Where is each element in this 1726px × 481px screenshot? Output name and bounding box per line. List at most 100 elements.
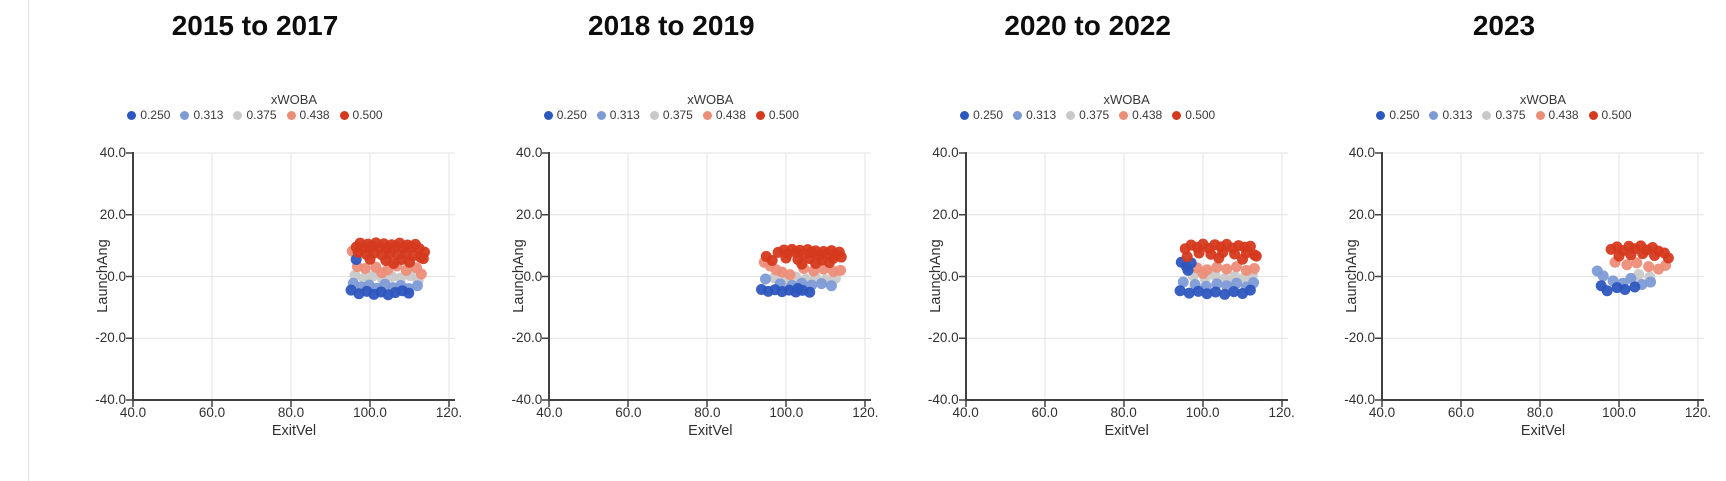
plot-svg (1375, 152, 1704, 407)
legend-item: 0.438 (1535, 108, 1579, 122)
legend-title: xWOBA (1103, 92, 1150, 107)
y-tick-label: -20.0 (1344, 330, 1375, 346)
scatter-point (367, 270, 379, 282)
y-tick-label: 20.0 (99, 206, 126, 222)
scatter-point (419, 246, 431, 258)
legend-title: xWOBA (1519, 92, 1567, 107)
scatter-point (1193, 247, 1205, 259)
x-tick-label: 120. (852, 405, 879, 420)
y-tick-label: 40.0 (516, 145, 543, 160)
scatter-point (780, 252, 792, 264)
y-tick-label: 0.0 (939, 268, 959, 284)
legend-item: 0.313 (1013, 108, 1056, 122)
x-tick-label: 60.0 (615, 405, 642, 420)
x-tick-label: 120. (1268, 405, 1295, 420)
legend: 0.250 0.313 0.375 0.438 0.500 (444, 108, 898, 122)
legend-swatch-icon (1429, 110, 1439, 120)
x-tick-label: 40.0 (536, 405, 563, 420)
legend-item: 0.438 (286, 108, 330, 122)
scatter-point (767, 254, 779, 266)
x-tick-label: 60.0 (198, 405, 226, 420)
legend-swatch-icon (649, 110, 659, 120)
scatter-point (1227, 286, 1239, 298)
legend-label: 0.250 (140, 108, 171, 122)
chart-title: 2015 to 2017 (171, 10, 339, 41)
scatter-point (388, 258, 400, 270)
legend-label: 0.438 (299, 108, 330, 122)
legend-item: 0.375 (649, 108, 693, 122)
legend-label: 0.313 (1442, 108, 1473, 122)
plot-svg (126, 152, 455, 407)
x-tick-label: 40.0 (1368, 405, 1396, 420)
scatter-point (1244, 284, 1256, 296)
scatter-point (1619, 283, 1631, 295)
scatter-point (1174, 285, 1186, 297)
legend-label: 0.500 (352, 108, 383, 122)
scatter-point (404, 256, 415, 268)
scatter-point (1631, 257, 1643, 269)
legend-swatch-icon (1119, 110, 1129, 120)
legend-item: 0.250 (1376, 108, 1419, 122)
legend-item: 0.375 (233, 108, 277, 122)
legend-item: 0.500 (1588, 108, 1632, 122)
scatter-point (1621, 259, 1633, 271)
legend-item: 0.500 (1172, 108, 1215, 122)
plot-svg (958, 152, 1288, 407)
legend-label: 0.438 (1548, 108, 1579, 122)
scatter-point (1197, 267, 1209, 279)
scatter-point (1250, 250, 1262, 262)
y-tick-label: 0.0 (523, 268, 543, 284)
legend-label: 0.438 (1132, 108, 1163, 122)
legend-swatch-icon (1482, 110, 1492, 120)
scatter-panel: 2015 to 2017 xWOBA 0.250 0.313 0.375 0.438 0.5… (28, 0, 482, 481)
scatter-point (1613, 250, 1625, 262)
legend-item: 0.250 (127, 108, 170, 122)
legend-swatch-icon (180, 110, 190, 120)
y-tick-label: 40.0 (1348, 145, 1375, 160)
x-tick-label: 120. (1684, 405, 1712, 420)
y-tick-label: -40.0 (95, 392, 126, 407)
scatter-point (1201, 288, 1213, 300)
legend-swatch-icon (543, 110, 553, 120)
scatter-point (810, 258, 822, 270)
legend-label: 0.500 (1185, 108, 1216, 122)
x-tick-label: 100.0 (769, 405, 804, 420)
legend-label: 0.313 (609, 108, 640, 122)
legend-swatch-icon (1172, 110, 1182, 120)
scatter-point (1220, 263, 1232, 275)
legend-swatch-icon (702, 110, 712, 120)
x-tick-label: 100.0 (1602, 405, 1636, 420)
sheet-left-border (28, 0, 29, 481)
scatter-point (376, 267, 388, 279)
scatter-point (835, 264, 847, 276)
scatter-point (796, 258, 808, 270)
scatter-point (403, 287, 415, 299)
x-tick-label: 40.0 (952, 405, 979, 420)
scatter-point (1218, 288, 1230, 300)
y-tick-label: 20.0 (1348, 206, 1375, 222)
x-tick-label: 60.0 (1031, 405, 1058, 420)
legend-swatch-icon (127, 110, 137, 120)
scatter-point (1248, 262, 1260, 274)
legend-label: 0.500 (1601, 108, 1632, 122)
x-axis-title: ExitVel (688, 423, 733, 439)
x-tick-label: 80.0 (1526, 405, 1554, 420)
legend-label: 0.375 (246, 108, 277, 122)
chart-title: 2018 to 2019 (588, 10, 755, 41)
legend-item: 0.375 (1482, 108, 1526, 122)
scatter-point (1236, 253, 1248, 265)
scatter-point (1601, 285, 1613, 297)
legend-label: 0.313 (1026, 108, 1057, 122)
scatter-point (826, 280, 838, 292)
scatter-point (1177, 276, 1189, 288)
scatter-point (1637, 248, 1649, 260)
scatter-point (1212, 252, 1224, 264)
legend-title: xWOBA (270, 92, 318, 107)
y-tick-label: 20.0 (516, 206, 543, 222)
legend-swatch-icon (339, 110, 349, 120)
y-tick-label: -20.0 (511, 330, 543, 346)
legend-swatch-icon (286, 110, 296, 120)
legend-item: 0.500 (339, 108, 383, 122)
y-tick-label: 20.0 (932, 206, 959, 222)
